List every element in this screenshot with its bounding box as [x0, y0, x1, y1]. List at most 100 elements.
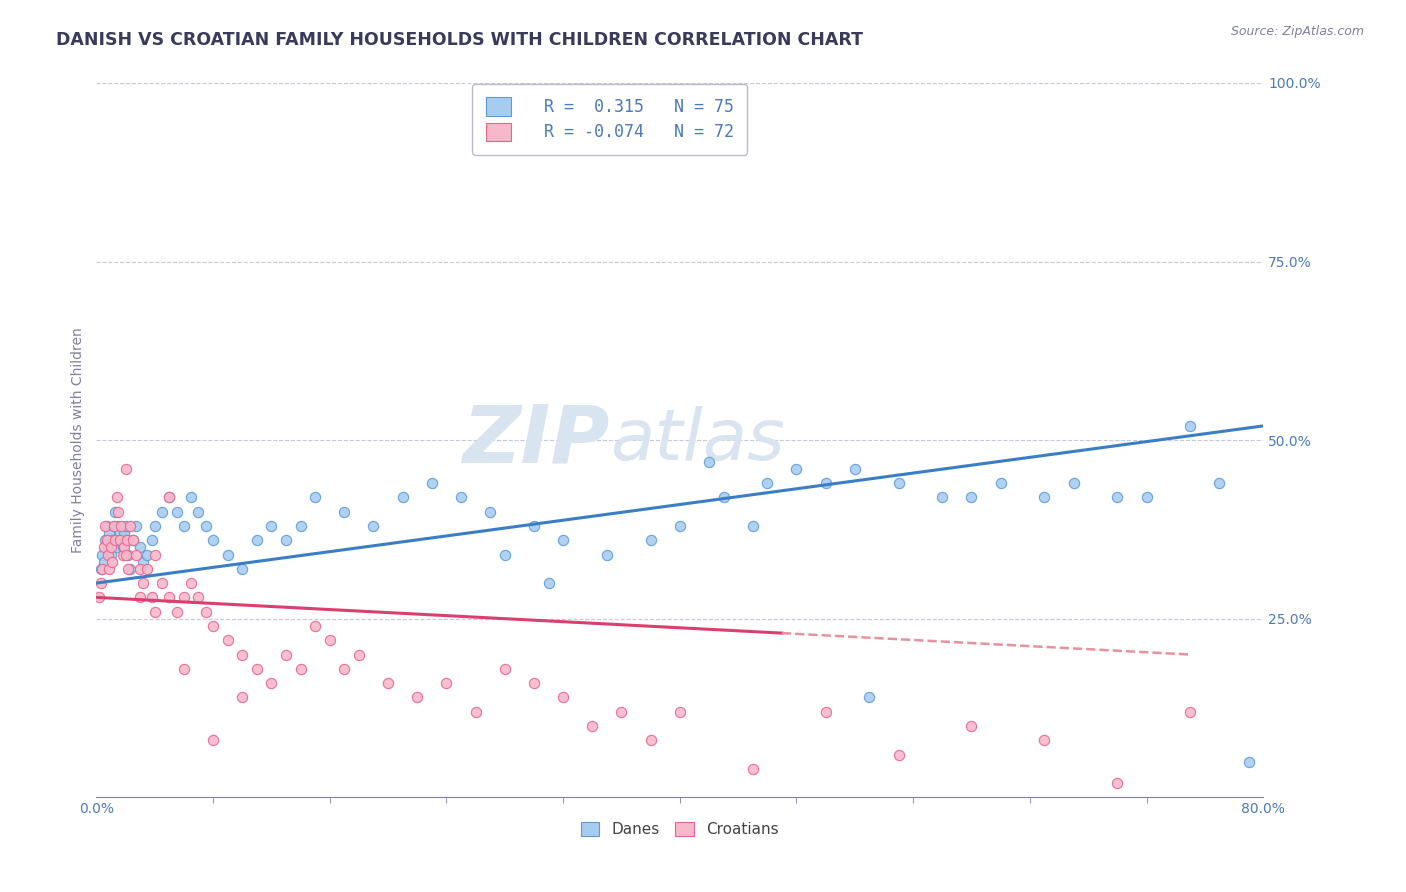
Point: [523, 519, 546, 533]
Point: [125, 548, 148, 562]
Point: [114, 462, 136, 476]
Point: [117, 548, 139, 562]
Point: [115, 533, 138, 548]
Legend: Danes, Croatians: Danes, Croatians: [575, 816, 785, 844]
Point: [260, 519, 283, 533]
Point: [121, 533, 143, 548]
Point: [108, 526, 131, 541]
Point: [1208, 476, 1230, 491]
Point: [150, 505, 173, 519]
Point: [105, 491, 128, 505]
Point: [319, 633, 342, 648]
Point: [112, 541, 135, 555]
Text: ZIP: ZIP: [463, 401, 610, 479]
Point: [814, 476, 837, 491]
Point: [89, 591, 111, 605]
Point: [274, 648, 297, 662]
Text: Source: ZipAtlas.com: Source: ZipAtlas.com: [1230, 25, 1364, 38]
Point: [479, 505, 502, 519]
Point: [117, 562, 139, 576]
Point: [1180, 705, 1202, 719]
Point: [96, 519, 118, 533]
Point: [98, 562, 121, 576]
Point: [668, 705, 690, 719]
Point: [180, 576, 202, 591]
Point: [111, 541, 134, 555]
Point: [420, 476, 443, 491]
Point: [391, 491, 413, 505]
Point: [450, 491, 472, 505]
Point: [108, 533, 131, 548]
Point: [990, 476, 1012, 491]
Point: [173, 591, 195, 605]
Point: [90, 576, 112, 591]
Point: [640, 533, 662, 548]
Point: [157, 491, 180, 505]
Point: [231, 562, 253, 576]
Point: [436, 676, 458, 690]
Point: [107, 505, 129, 519]
Point: [494, 548, 516, 562]
Point: [231, 648, 253, 662]
Point: [129, 541, 152, 555]
Point: [347, 648, 370, 662]
Y-axis label: Family Households with Children: Family Households with Children: [72, 327, 86, 553]
Point: [713, 491, 735, 505]
Point: [118, 562, 141, 576]
Point: [98, 526, 121, 541]
Text: DANISH VS CROATIAN FAMILY HOUSEHOLDS WITH CHILDREN CORRELATION CHART: DANISH VS CROATIAN FAMILY HOUSEHOLDS WIT…: [56, 31, 863, 49]
Point: [363, 519, 385, 533]
Point: [129, 562, 152, 576]
Point: [1033, 491, 1056, 505]
Point: [173, 519, 195, 533]
Point: [202, 733, 225, 747]
Point: [202, 619, 225, 633]
Point: [103, 519, 125, 533]
Point: [217, 633, 239, 648]
Point: [157, 591, 180, 605]
Point: [551, 533, 574, 548]
Point: [118, 519, 141, 533]
Point: [136, 548, 159, 562]
Point: [97, 541, 120, 555]
Text: atlas: atlas: [610, 406, 785, 475]
Point: [756, 476, 779, 491]
Point: [887, 476, 910, 491]
Point: [464, 705, 486, 719]
Point: [93, 555, 115, 569]
Point: [260, 676, 283, 690]
Point: [304, 491, 326, 505]
Point: [112, 526, 135, 541]
Point: [523, 676, 546, 690]
Point: [406, 690, 429, 705]
Point: [785, 462, 807, 476]
Point: [129, 591, 152, 605]
Point: [1237, 755, 1260, 769]
Point: [93, 541, 115, 555]
Point: [143, 548, 166, 562]
Point: [166, 605, 188, 619]
Point: [304, 619, 326, 633]
Point: [104, 505, 127, 519]
Point: [94, 519, 117, 533]
Point: [194, 605, 217, 619]
Point: [202, 533, 225, 548]
Point: [96, 533, 118, 548]
Point: [274, 533, 297, 548]
Point: [132, 576, 155, 591]
Point: [91, 562, 114, 576]
Point: [1180, 418, 1202, 433]
Point: [290, 519, 312, 533]
Point: [1107, 491, 1129, 505]
Point: [1063, 476, 1085, 491]
Point: [187, 505, 209, 519]
Point: [101, 555, 124, 569]
Point: [100, 541, 122, 555]
Point: [217, 548, 239, 562]
Point: [246, 662, 269, 676]
Point: [333, 505, 356, 519]
Point: [141, 533, 163, 548]
Point: [858, 690, 880, 705]
Point: [173, 662, 195, 676]
Point: [143, 605, 166, 619]
